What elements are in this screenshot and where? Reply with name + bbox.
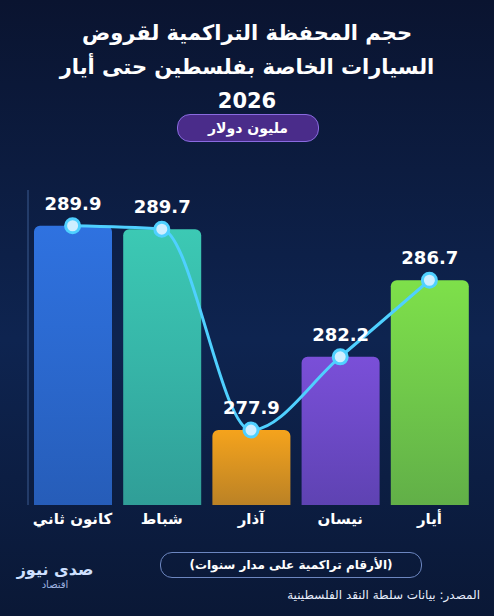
svg-text:آذار: آذار [237,510,265,528]
svg-text:286.7: 286.7 [401,247,458,268]
html-text:صدى نيوز: صدى نيوز [16,560,94,579]
svg-text:كانون ثاني: كانون ثاني [33,510,113,528]
svg-text:282.2: 282.2 [312,324,369,345]
svg-text:289.9: 289.9 [45,193,102,214]
html-text:(الأرقام تراكمية على مدار سنوا: (الأرقام تراكمية على مدار سنوات) [189,558,393,572]
svg-text:نيسان: نيسان [317,510,362,528]
html-text:المصدر: بيانات سلطة النقد الفل: المصدر: بيانات سلطة النقد الفلسطينية [287,588,480,602]
svg-text:شباط: شباط [141,510,183,528]
svg-text:289.7: 289.7 [134,196,191,217]
html-text:مليون دولار: مليون دولار [208,120,288,136]
svg-text:أيار: أيار [416,509,442,528]
svg-text:277.9: 277.9 [223,397,280,418]
html-text:اقتصاد: اقتصاد [41,579,69,590]
html-text:حجم المحفظة التراكمية لقروض ال: حجم المحفظة التراكمية لقروض السيارات الخ… [59,21,435,113]
